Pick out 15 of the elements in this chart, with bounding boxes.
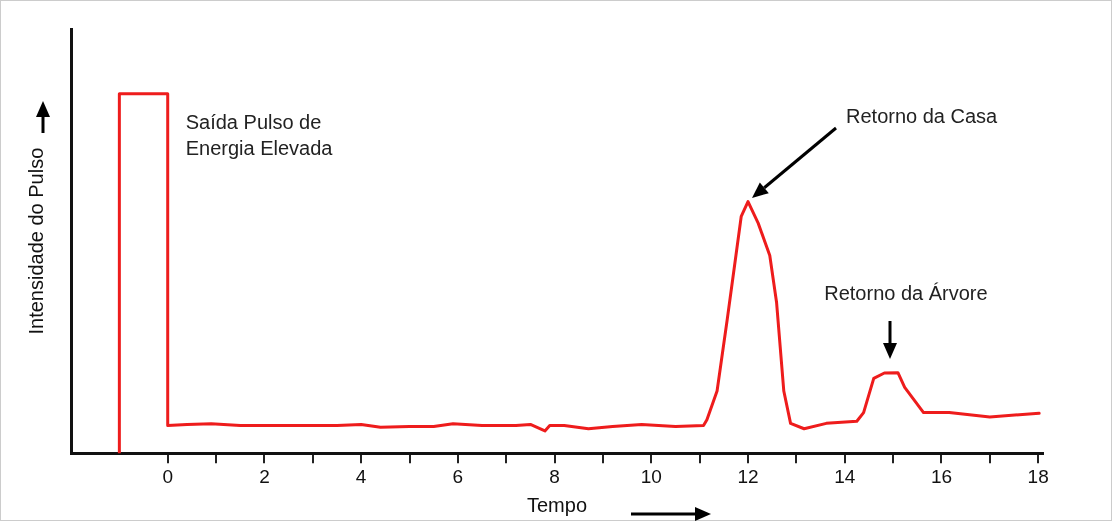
x-tick-label: 2 [259,465,270,487]
x-axis-title: Tempo [526,493,588,516]
x-tick-label: 14 [834,465,856,487]
x-tick-label: 12 [737,465,759,487]
x-tick-label: 0 [162,465,174,487]
annotation: Retorno da Árvore [824,282,988,305]
x-tick-label: 8 [549,465,560,487]
y-axis-title: Intensidade do Pulso [24,147,47,335]
annotation: Retorno da Casa [846,105,999,128]
x-tick-label: 18 [1027,465,1049,487]
x-tick-label: 6 [452,465,464,487]
x-tick-label: 16 [930,465,953,487]
annotation: Saída Pulso de Energia Elevada [185,111,334,160]
x-tick-label: 4 [355,465,367,487]
x-tick-label: 10 [640,465,662,487]
